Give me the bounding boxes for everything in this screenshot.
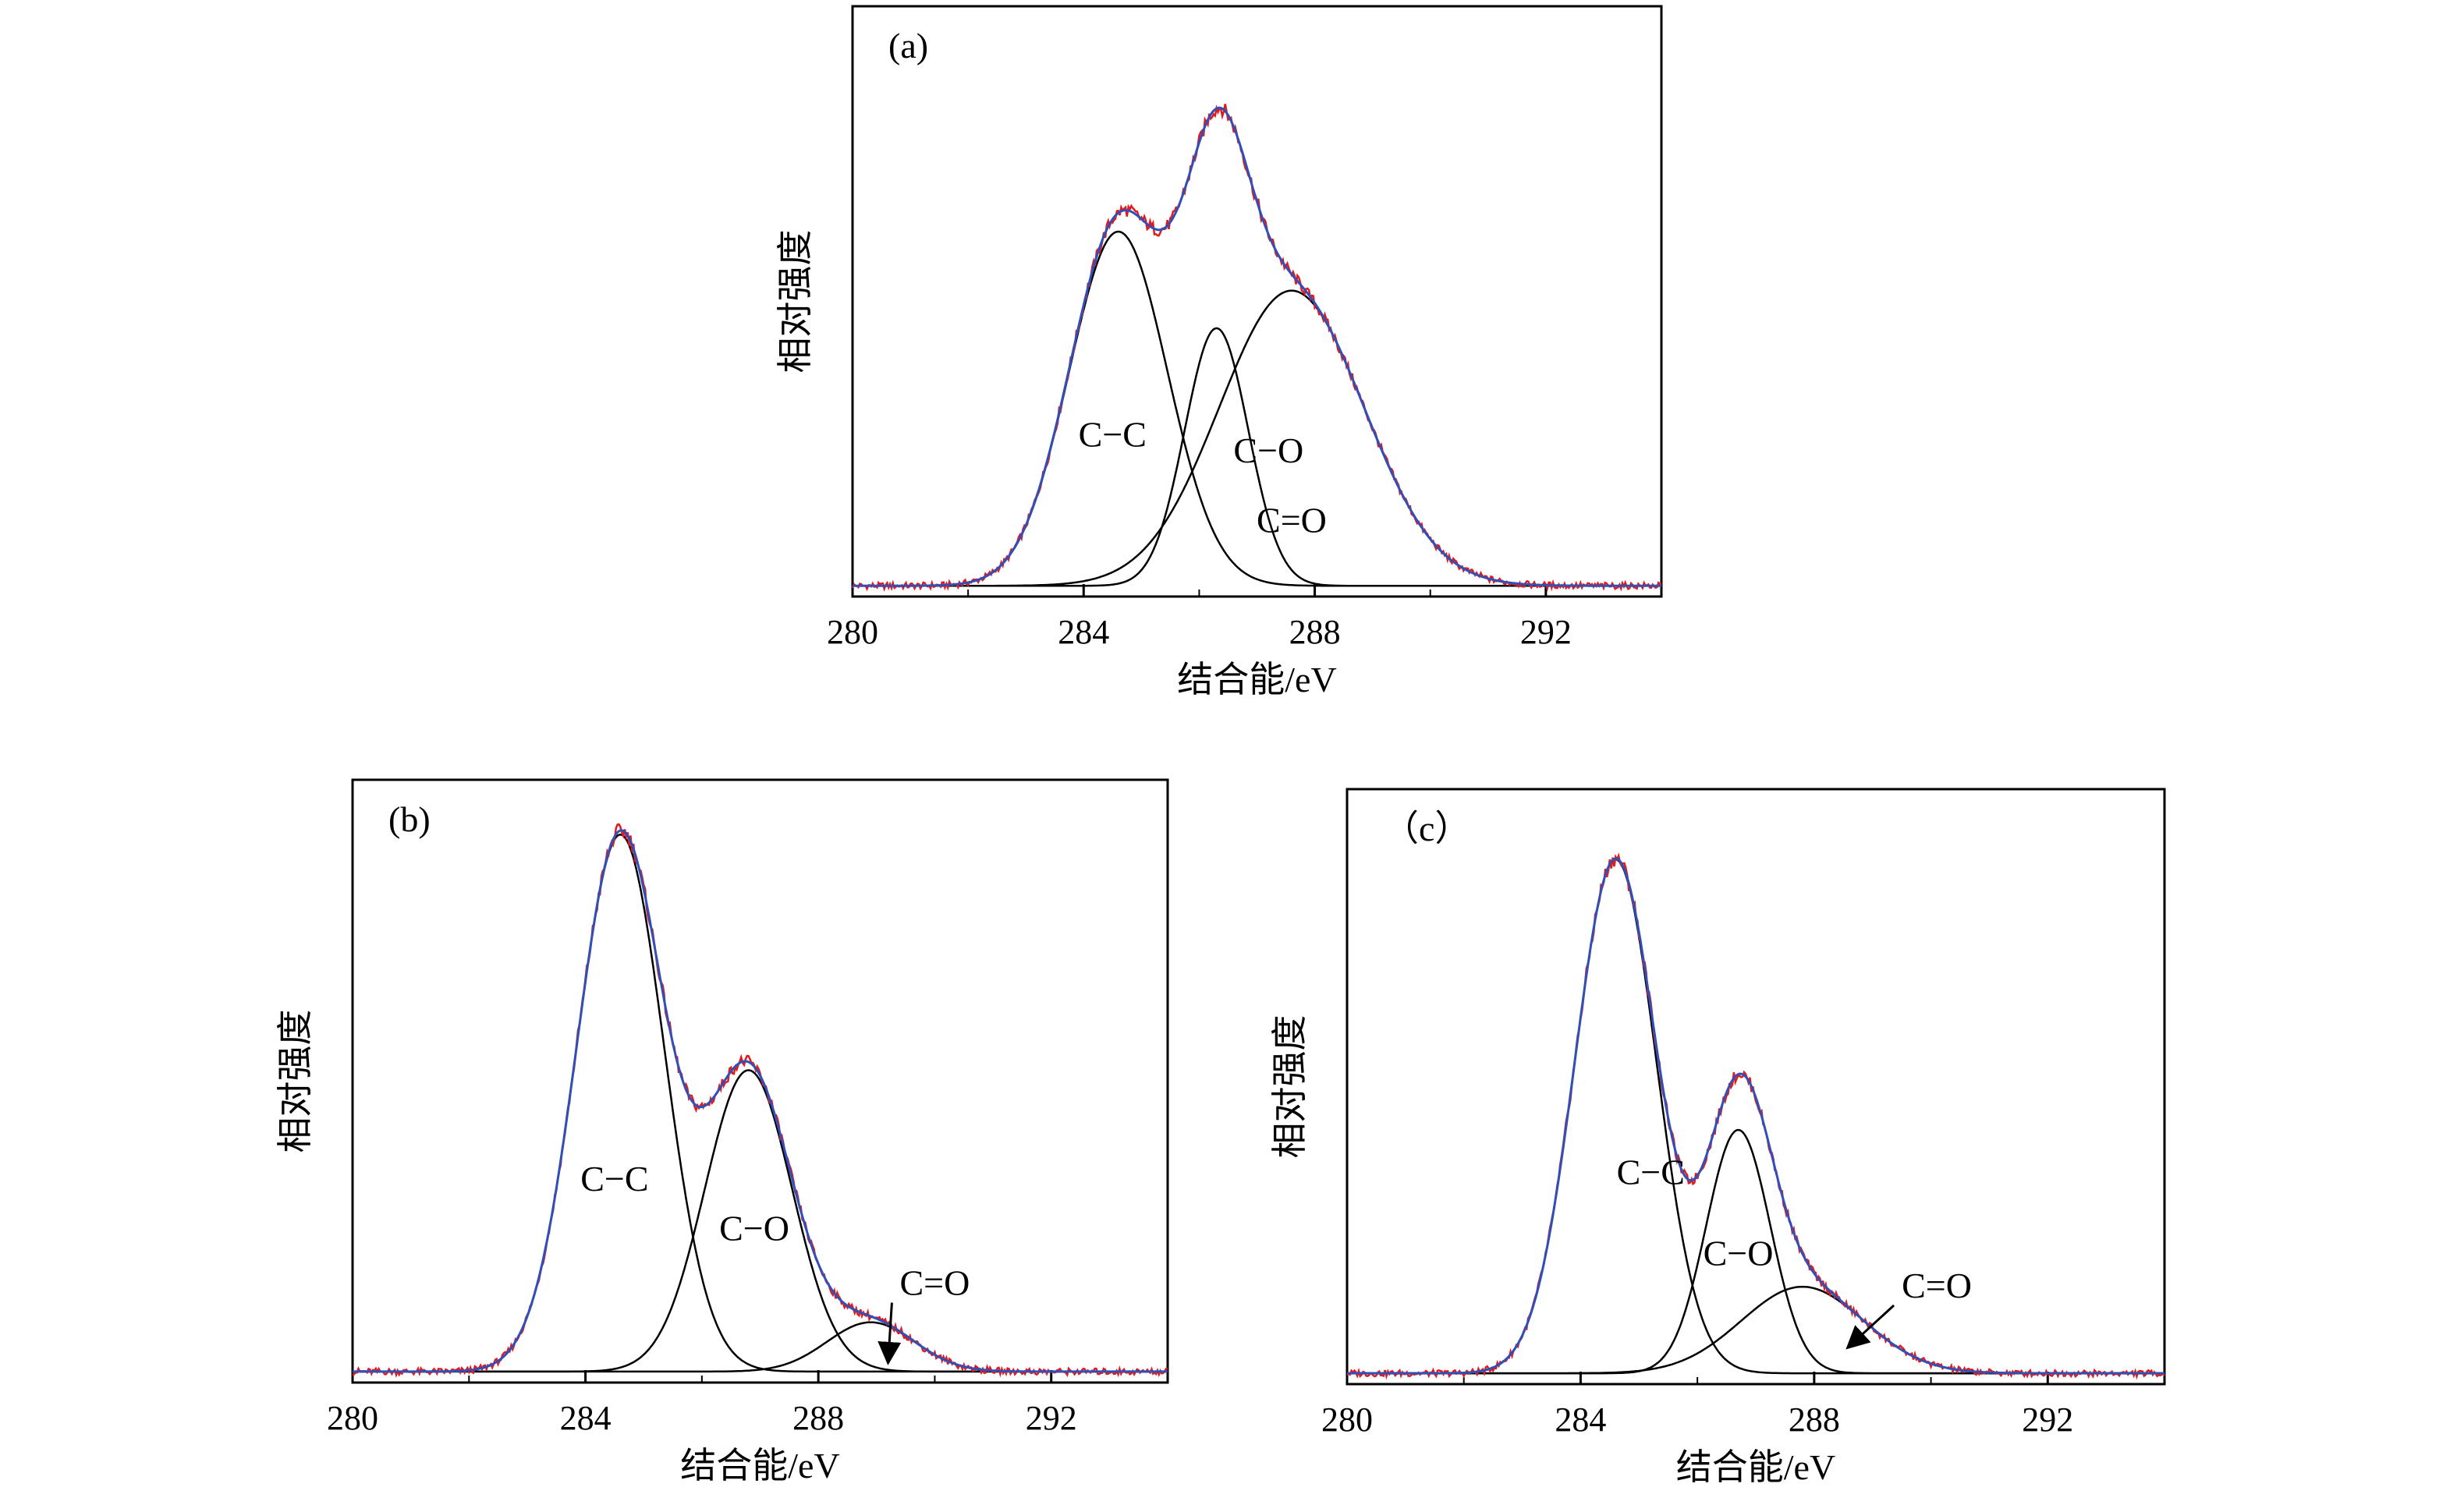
x-axis-label: 结合能/eV: [680, 1446, 839, 1485]
peak-annotation: C=O: [1902, 1266, 1972, 1305]
x-tick-label: 288: [792, 1399, 844, 1437]
x-tick-label: 284: [560, 1399, 612, 1437]
component-peak-0: [1347, 858, 2164, 1375]
x-tick-label: 288: [1789, 1400, 1840, 1439]
x-tick-label: 288: [1289, 613, 1341, 651]
y-axis-label: 相对强度: [275, 1010, 315, 1153]
peak-annotation: C−O: [1233, 430, 1303, 470]
plot-frame: [351, 778, 1169, 1384]
peak-annotation: C=O: [900, 1263, 970, 1303]
fitted-envelope: [1347, 857, 2164, 1375]
peak-annotation: C=O: [1257, 500, 1327, 540]
component-peak-0: [353, 834, 1168, 1373]
fitted-envelope: [853, 106, 1661, 587]
x-tick-label: 280: [827, 613, 878, 651]
annotation-arrow: [1845, 1304, 1895, 1350]
chart-panel-1: 280 284 288 292 结合能/eV 相对强度 (b) C−C C−O C=O: [275, 778, 1169, 1485]
component-peak-2: [353, 1321, 1168, 1373]
x-tick-label: 292: [2022, 1400, 2073, 1439]
chart-panel-2: 280 284 288 292 结合能/eV 相对强度 （c） C−C C−O C=O: [1270, 788, 2166, 1487]
x-tick-label: 284: [1555, 1400, 1606, 1439]
peak-annotation: C−O: [1704, 1233, 1774, 1273]
annotation-arrow: [878, 1302, 902, 1365]
x-axis-label: 结合能/eV: [1676, 1447, 1835, 1487]
plot-frame: [1346, 788, 2166, 1386]
peak-annotation: C−C: [1079, 414, 1147, 454]
component-peak-2: [1347, 1285, 2164, 1375]
y-axis-label: 相对强度: [775, 230, 815, 374]
panel-label: (a): [888, 26, 928, 66]
x-axis-label: 结合能/eV: [1177, 660, 1336, 699]
peak-annotation: C−C: [580, 1159, 648, 1199]
plot-frame: [851, 5, 1663, 598]
x-tick-label: 280: [1321, 1400, 1373, 1439]
x-tick-label: 292: [1520, 613, 1572, 651]
panel-label: （c）: [1383, 809, 1470, 848]
fitted-envelope: [353, 829, 1168, 1373]
panel-label: (b): [388, 799, 431, 839]
x-tick-label: 292: [1026, 1399, 1077, 1437]
measured-spectrum: [352, 823, 1168, 1379]
peak-annotation: C−O: [719, 1208, 789, 1248]
x-tick-label: 284: [1058, 613, 1109, 651]
x-tick-label: 280: [327, 1399, 378, 1437]
measured-spectrum: [1346, 852, 2166, 1380]
chart-panel-0: 280 284 288 292 结合能/eV 相对强度 (a) C−C C−O C=O: [775, 5, 1663, 699]
y-axis-label: 相对强度: [1270, 1015, 1310, 1159]
peak-annotation: C−C: [1617, 1152, 1685, 1192]
